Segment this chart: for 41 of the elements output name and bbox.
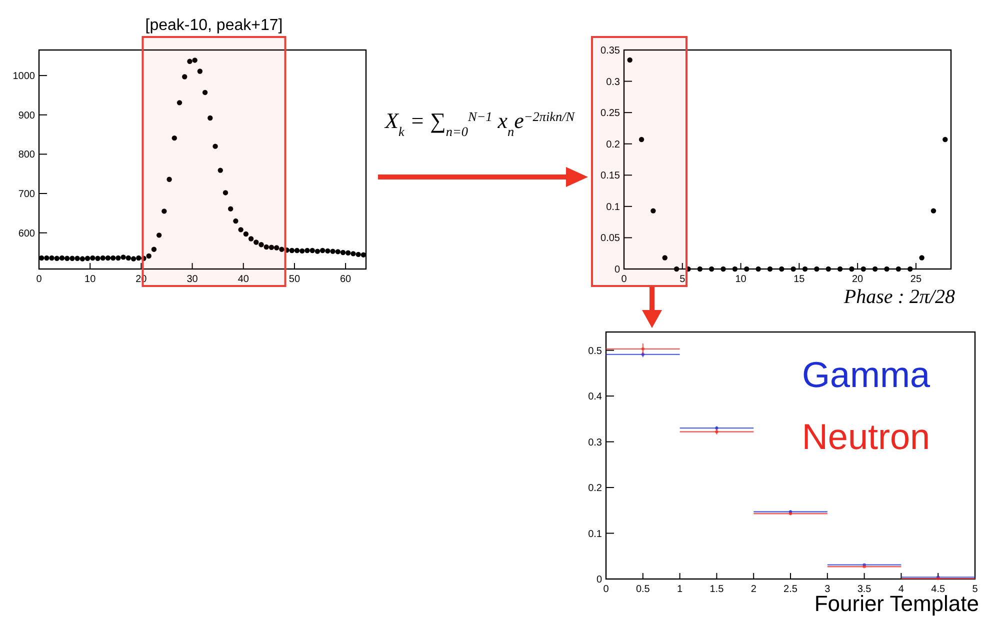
y-tick-label: 0.35 [600, 46, 620, 56]
x-tick-label: 0 [621, 274, 628, 285]
x-tick-label: 25 [910, 274, 922, 285]
y-tick-label: 1000 [12, 71, 36, 82]
x-tick-label: 60 [340, 274, 352, 285]
y-tick-label: 600 [18, 228, 36, 240]
y-tick-label: 700 [18, 189, 36, 200]
y-tick-label: 0.25 [600, 108, 620, 120]
x-tick-label: 40 [238, 274, 250, 285]
x-tick-label: 2.5 [784, 584, 798, 595]
y-tick-label: 800 [18, 150, 36, 161]
text: Gamma [802, 354, 931, 395]
y-tick-label: 0.2 [606, 139, 620, 150]
y-tick-label: 0 [596, 574, 602, 586]
y-tick-label: 0.2 [588, 483, 602, 494]
x-tick-label: 10 [84, 274, 96, 285]
x-tick-label: 1.5 [710, 584, 724, 595]
y-tick-label: 0.1 [606, 202, 620, 213]
band-label: [peak-10, peak+17] [145, 17, 283, 34]
x-tick-label: 1 [677, 584, 684, 595]
y-tick-label: 0.15 [600, 170, 620, 182]
x-tick-label: 0 [36, 274, 42, 285]
text: X$_{k}$ = ∑$_{n=0}$$^{N−1}$ x$_{n}$e$^{−2πikn/N}$ [385, 108, 575, 138]
x-tick-label: 20 [852, 274, 864, 285]
x-tick-label: 10 [735, 274, 747, 285]
y-tick-label: 900 [18, 110, 36, 122]
series-label: Neutron [802, 416, 930, 457]
y-tick-label: 0.1 [588, 528, 602, 540]
x-tick-label: 5 [680, 274, 686, 285]
y-tick-label: 0.3 [588, 437, 602, 448]
x-tick-label: 2 [750, 584, 757, 595]
x-tick-label: 50 [288, 274, 300, 285]
x-axis-title: Phase : 2π/28 [842, 286, 955, 308]
y-tick-label: 0.4 [588, 392, 602, 403]
x-tick-label: 0.5 [636, 584, 650, 595]
y-tick-label: 0.05 [600, 233, 620, 244]
x-tick-label: 30 [186, 274, 198, 285]
y-tick-label: 0.5 [588, 346, 602, 357]
x-tick-label: 15 [794, 274, 806, 285]
y-tick-label: 0.3 [606, 76, 620, 88]
y-tick-label: 0 [614, 264, 620, 276]
